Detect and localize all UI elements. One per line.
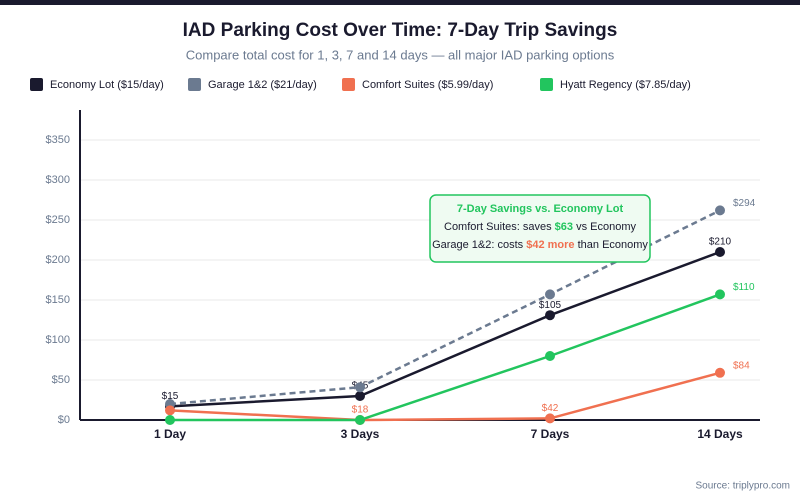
x-tick-label: 7 Days <box>531 427 570 441</box>
annotation-text: Garage 1&2: costs <box>432 239 526 251</box>
annotation-text: $42 more <box>526 239 574 251</box>
data-label: $105 <box>539 300 562 311</box>
data-label: $18 <box>352 405 369 416</box>
annotation-line: Garage 1&2: costs $42 more than Economy <box>432 239 648 251</box>
legend-label: Economy Lot ($15/day) <box>50 79 164 91</box>
legend-label: Hyatt Regency ($7.85/day) <box>560 79 691 91</box>
y-tick-label: $300 <box>46 174 70 186</box>
annotation-title: 7-Day Savings vs. Economy Lot <box>457 203 624 215</box>
annotation-text: Comfort Suites: saves <box>444 221 555 233</box>
data-point <box>715 289 725 300</box>
data-point <box>545 413 555 424</box>
data-label: $110 <box>733 282 755 293</box>
data-label: $42 <box>542 403 559 414</box>
data-label: $210 <box>709 237 732 248</box>
annotation-box <box>429 194 651 263</box>
source: Source: triplypro.com <box>696 481 790 492</box>
data-point <box>355 415 365 425</box>
y-tick-label: $350 <box>46 134 70 146</box>
data-point <box>715 247 725 257</box>
series-line <box>169 209 721 406</box>
data-point <box>715 205 725 216</box>
data-point <box>545 289 555 300</box>
y-tick-label: $100 <box>46 334 70 346</box>
chart-title: IAD Parking Cost Over Time: 7-Day Trip S… <box>183 20 618 41</box>
series-line <box>170 293 721 422</box>
y-tick-label: $50 <box>52 374 70 386</box>
legend-swatch <box>342 78 355 91</box>
legend-label: Garage 1&2 ($21/day) <box>208 79 317 91</box>
annotation-line: Comfort Suites: saves $63 vs Economy <box>444 221 636 233</box>
data-label: $84 <box>733 360 750 371</box>
data-point <box>355 382 365 393</box>
series-line <box>169 250 721 408</box>
annotation-text: $63 <box>555 221 573 233</box>
data-label: $294 <box>733 198 756 209</box>
x-tick-label: 3 Days <box>341 427 380 441</box>
x-tick-label: 14 Days <box>697 427 743 441</box>
data-point <box>545 351 555 361</box>
data-label: $15 <box>162 391 179 402</box>
y-tick-label: $150 <box>46 294 70 306</box>
top-bar <box>0 0 800 5</box>
series-line <box>169 371 721 422</box>
x-tick-label: 1 Day <box>154 427 186 441</box>
y-tick-label: $0 <box>58 414 70 426</box>
legend-swatch <box>540 78 553 91</box>
y-tick-label: $200 <box>46 254 70 266</box>
legend-swatch <box>188 78 201 91</box>
data-point <box>165 415 175 425</box>
data-point <box>545 310 555 321</box>
legend-swatch <box>30 78 43 91</box>
legend-label: Comfort Suites ($5.99/day) <box>362 79 493 91</box>
y-tick-label: $250 <box>46 214 70 226</box>
data-point <box>355 391 365 401</box>
annotation-text: vs Economy <box>573 221 636 233</box>
annotation-text: than Economy <box>575 239 649 251</box>
chart-subtitle: Compare total cost for 1, 3, 7 and 14 da… <box>186 47 615 62</box>
data-point <box>715 367 725 378</box>
data-point <box>165 405 175 416</box>
